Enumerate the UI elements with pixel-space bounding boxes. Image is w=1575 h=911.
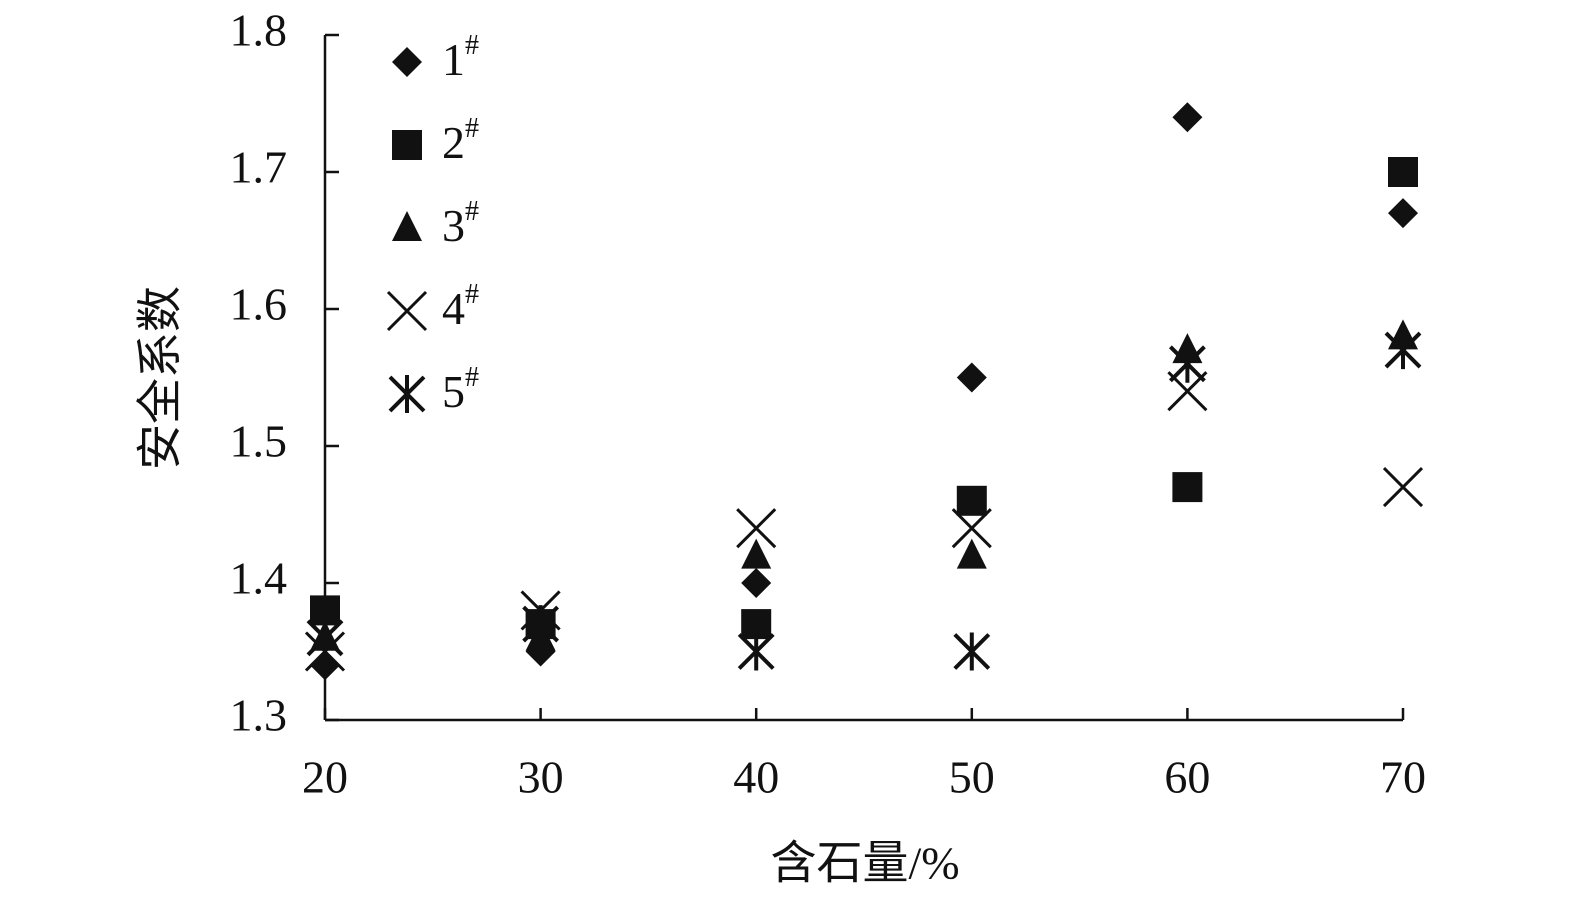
marker-asterisk	[737, 632, 775, 671]
x-tick-label: 60	[1164, 752, 1210, 803]
marker-x	[736, 508, 777, 549]
marker-asterisk	[1168, 344, 1206, 383]
marker-asterisk	[306, 618, 344, 657]
x-tick-label: 20	[302, 752, 348, 803]
marker-x	[1382, 467, 1424, 508]
x-tick-label: 50	[949, 752, 995, 803]
marker-square	[1388, 157, 1418, 187]
marker-triangle	[392, 211, 422, 241]
y-axis-label: 安全系数	[135, 286, 186, 470]
marker-x	[386, 290, 428, 332]
marker-square	[956, 485, 987, 516]
y-tick-label: 1.3	[230, 690, 288, 741]
marker-square	[392, 130, 422, 160]
y-tick-label: 1.4	[230, 553, 288, 604]
y-tick-label: 1.5	[230, 416, 288, 467]
marker-asterisk	[953, 632, 991, 671]
marker-square	[1172, 472, 1203, 503]
y-tick-label: 1.7	[230, 142, 288, 193]
marker-triangle	[741, 538, 772, 569]
x-tick-label: 30	[518, 752, 564, 803]
x-axis-label: 含石量/%	[770, 838, 959, 889]
x-tick-label: 40	[733, 752, 779, 803]
legend-label: 3#	[442, 196, 479, 250]
marker-diamond	[741, 568, 772, 598]
marker-triangle	[956, 538, 987, 569]
legend-label: 2#	[442, 113, 479, 167]
marker-asterisk	[522, 605, 560, 644]
legend-label: 1#	[442, 30, 479, 84]
marker-diamond	[1172, 102, 1203, 133]
marker-diamond	[392, 47, 422, 77]
x-tick-label: 70	[1380, 752, 1426, 803]
marker-diamond	[1388, 198, 1418, 229]
legend-label: 5#	[442, 362, 479, 416]
marker-asterisk	[1384, 331, 1422, 370]
marker-x	[951, 508, 992, 549]
marker-diamond	[956, 362, 987, 393]
y-tick-label: 1.6	[230, 279, 288, 330]
y-tick-label: 1.8	[230, 5, 288, 56]
marker-asterisk	[388, 375, 426, 413]
legend-label: 4#	[442, 279, 479, 333]
